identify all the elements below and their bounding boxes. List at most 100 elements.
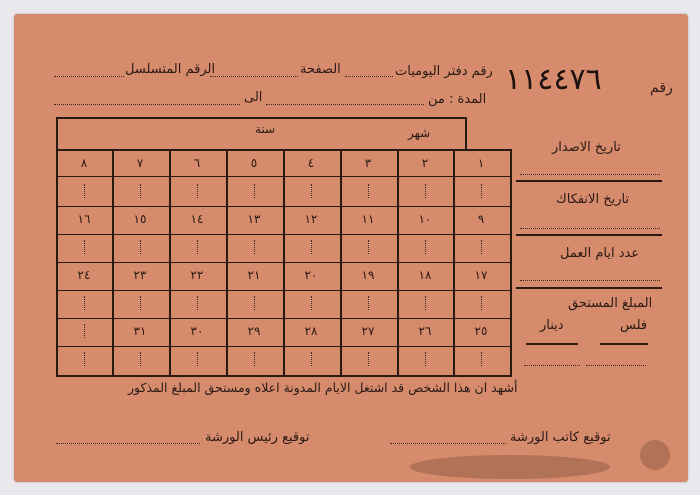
row-line [56,176,512,177]
side-divider [516,234,662,236]
day-cell[interactable]: ١٩ [361,268,375,282]
day-entry-dots[interactable] [197,240,198,254]
day-cell[interactable]: ١٢ [304,212,318,226]
day-cell[interactable]: ١٧ [474,268,488,282]
row-line [56,346,512,347]
day-cell[interactable]: ٢٦ [418,324,432,338]
day-cell[interactable]: ١٤ [190,212,204,226]
day-entry-dots[interactable] [481,296,482,310]
serial-number: ١١٤٤٧٦ [505,62,602,97]
column-line [112,150,114,376]
day-entry-dots[interactable] [140,296,141,310]
day-entry-dots[interactable] [368,296,369,310]
grid-top-line [56,117,466,119]
day-entry-dots[interactable] [368,184,369,198]
day-entry-dots[interactable] [140,240,141,254]
stain [640,440,670,470]
day-cell[interactable]: ٢٧ [361,324,375,338]
day-cell[interactable]: ٢ [421,156,429,170]
row-line [56,234,512,235]
day-cell[interactable]: ٤ [307,156,315,170]
day-cell[interactable]: ١٣ [247,212,261,226]
stain [410,455,610,479]
day-cell[interactable]: ١ [477,156,485,170]
day-cell[interactable]: ٢٥ [474,324,488,338]
row-line [56,290,512,291]
fils-line [600,343,648,345]
issue-date-field[interactable] [520,174,660,175]
fils-label: فلس [620,318,648,333]
day-entry-dots[interactable] [311,240,312,254]
column-line [340,150,342,376]
day-entry-dots[interactable] [311,184,312,198]
column-line [226,150,228,376]
serial-field[interactable] [54,76,124,77]
day-cell[interactable]: ٢٢ [190,268,204,282]
day-cell[interactable]: ٢٣ [133,268,147,282]
day-entry-dots[interactable] [254,352,255,366]
page-field[interactable] [210,76,298,77]
day-entry-dots[interactable] [425,296,426,310]
head-signature-field[interactable] [56,443,200,444]
period-to-field[interactable] [54,104,240,105]
day-cell[interactable]: ٢١ [247,268,261,282]
day-entry-dots[interactable] [425,184,426,198]
column-line [169,150,171,376]
day-entry-dots[interactable] [425,240,426,254]
separation-date-field[interactable] [520,228,660,229]
day-entry-dots[interactable] [254,184,255,198]
day-cell[interactable]: ٨ [80,156,88,170]
day-entry-dots[interactable] [311,352,312,366]
day-entry-dots[interactable] [311,296,312,310]
day-cell[interactable]: ٣ [364,156,372,170]
day-cell[interactable]: ١٥ [133,212,147,226]
day-entry-dots[interactable] [254,240,255,254]
day-cell[interactable]: ٢٤ [77,268,91,282]
day-cell[interactable]: ٢٩ [247,324,261,338]
day-entry-dots[interactable] [197,184,198,198]
work-days-label: عدد ايام العمل [560,246,640,261]
day-entry-dots[interactable] [481,184,482,198]
day-cell[interactable]: ٥ [250,156,258,170]
side-divider [516,287,662,289]
day-cell[interactable]: ١٨ [418,268,432,282]
day-cell[interactable]: ٦ [193,156,201,170]
fils-field[interactable] [586,365,646,366]
day-cell[interactable]: ٢٨ [304,324,318,338]
day-cell[interactable]: ٢٠ [304,268,318,282]
grid-bottom-line [56,375,512,377]
day-cell[interactable]: ١٦ [77,212,91,226]
empty-day-cell[interactable] [84,324,85,338]
day-entry-dots[interactable] [140,352,141,366]
issue-date-label: تاريخ الاصدار [552,140,621,155]
grid-right-line [510,149,512,377]
clerk-signature-field[interactable] [390,443,506,444]
day-entry-dots[interactable] [84,184,85,198]
day-entry-dots[interactable] [481,240,482,254]
day-entry-dots[interactable] [425,352,426,366]
header-right-line [465,117,467,150]
row-line [56,206,512,207]
day-cell[interactable]: ٧ [136,156,144,170]
day-entry-dots[interactable] [197,352,198,366]
month-label: شهر [408,126,431,140]
work-days-field[interactable] [520,280,660,281]
day-cell[interactable]: ٩ [477,212,485,226]
day-cell[interactable]: ٣٠ [190,324,204,338]
day-entry-dots[interactable] [368,352,369,366]
day-entry-dots[interactable] [84,352,85,366]
day-entry-dots[interactable] [140,184,141,198]
day-cell[interactable]: ١٠ [418,212,432,226]
day-entry-dots[interactable] [368,240,369,254]
day-entry-dots[interactable] [84,296,85,310]
column-line [397,150,399,376]
dinar-field[interactable] [524,365,580,366]
period-from-field[interactable] [266,104,424,105]
day-entry-dots[interactable] [197,296,198,310]
day-cell[interactable]: ١١ [361,212,375,226]
day-entry-dots[interactable] [84,240,85,254]
ledger-number-field[interactable] [345,76,393,77]
day-cell[interactable]: ٣١ [133,324,147,338]
day-entry-dots[interactable] [481,352,482,366]
day-entry-dots[interactable] [254,296,255,310]
